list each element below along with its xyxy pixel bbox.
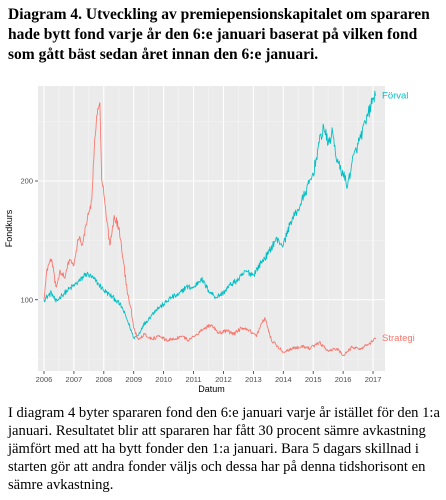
x-tick-label: 2016 — [335, 375, 352, 384]
x-axis-title: Datum — [198, 384, 225, 394]
line-chart: 2006 2007 2008 2009 2010 2011 2012 2013 2014 2015… — [4, 86, 415, 394]
y-tick-label: 200 — [20, 177, 33, 186]
x-tick-label: 2014 — [275, 375, 292, 384]
x-tick-label: 2015 — [305, 375, 322, 384]
x-tick-label: 2007 — [66, 375, 83, 384]
x-tick-label: 2012 — [215, 375, 232, 384]
series-label-förval: Förval — [382, 91, 408, 102]
series-line-strategi — [43, 102, 377, 357]
x-tick-label: 2008 — [95, 375, 112, 384]
figure-heading: Diagram 4. Utveckling av premiepensionsk… — [8, 6, 430, 63]
series-label-strategi: Strategi — [382, 333, 415, 344]
x-tick-label: 2009 — [125, 375, 142, 384]
chart-figure: 2006 2007 2008 2009 2010 2011 2012 2013 2014 2015… — [0, 78, 446, 398]
x-tick-label: 2011 — [185, 375, 201, 384]
x-tick-label: 2006 — [36, 375, 53, 384]
figure-caption: I diagram 4 byter spararen fond den 6:e … — [8, 405, 440, 493]
x-tick-label: 2010 — [155, 375, 172, 384]
plot-panel — [38, 86, 385, 371]
series-line-förval — [43, 90, 377, 340]
y-axis-title: Fondkurs — [4, 209, 14, 247]
y-tick-label: 100 — [20, 295, 33, 304]
x-tick-label: 2017 — [365, 375, 382, 384]
x-tick-label: 2013 — [245, 375, 262, 384]
